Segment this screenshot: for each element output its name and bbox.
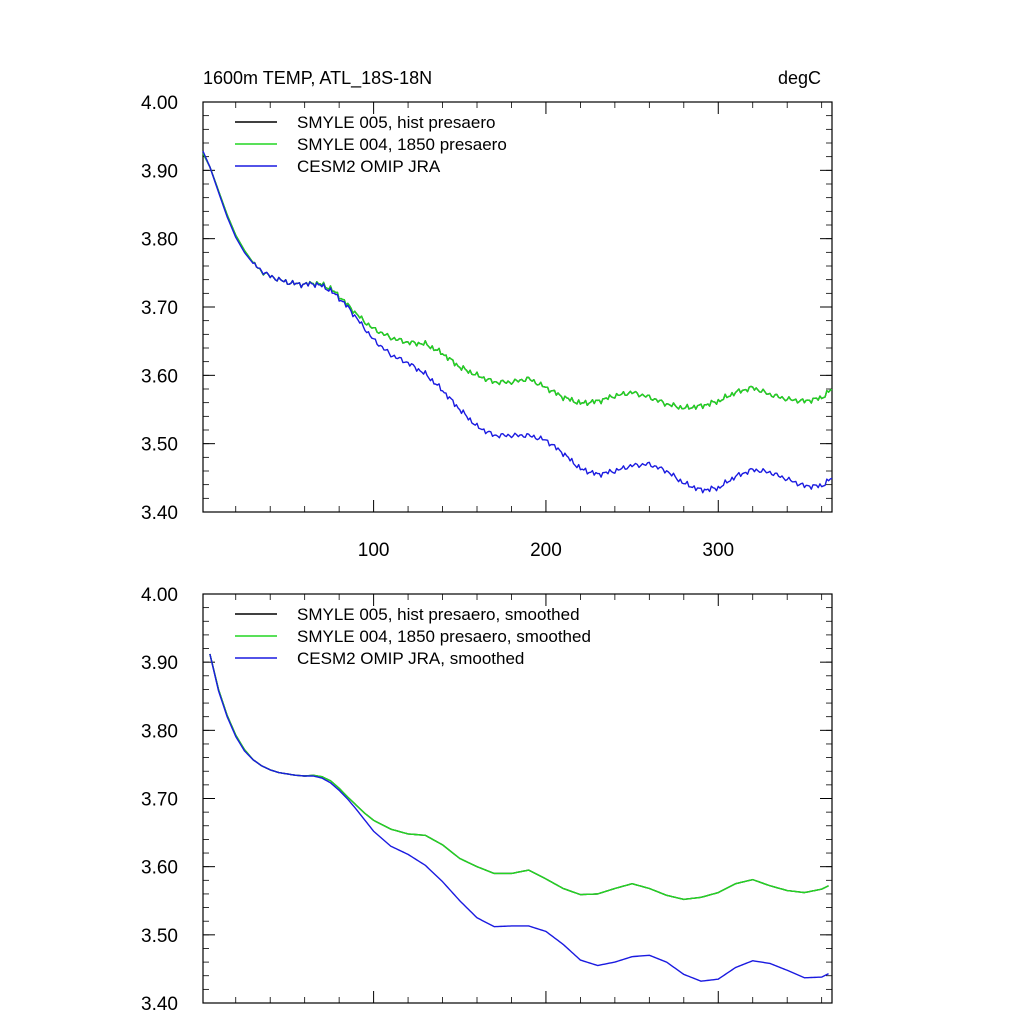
series-line-cesm2-omip-jra-smoothed (209, 653, 829, 982)
legend-label: SMYLE 005, hist presaero, smoothed (297, 605, 580, 624)
y-tick-label: 4.00 (141, 585, 178, 606)
legend-label: SMYLE 005, hist presaero (297, 113, 495, 132)
y-tick-label: 3.70 (141, 298, 178, 319)
y-tick-label: 3.80 (141, 230, 178, 251)
series-line-smyle-005-hist-presaero (202, 152, 833, 410)
x-tick-label: 100 (358, 540, 390, 561)
y-tick-label: 3.50 (141, 435, 178, 456)
bottom-panel: 4.00 3.90 3.80 3.70 3.60 3.50 3.40 SMYLE 005, h… (141, 585, 833, 1015)
x-tick-label: 300 (702, 540, 734, 561)
series-line-smyle-005-hist-presaero-smoothed (209, 653, 829, 901)
y-tick-label: 3.50 (141, 926, 178, 947)
y-tick-label: 3.40 (141, 994, 178, 1015)
legend-label: SMYLE 004, 1850 presaero (297, 135, 507, 154)
figure-title-left: 1600m TEMP, ATL_18S-18N (203, 68, 432, 89)
x-tick-label: 200 (530, 540, 562, 561)
top-panel: 4.00 3.90 3.80 3.70 3.60 3.50 3.40 100 200 300 SMY… (141, 93, 833, 561)
y-tick-label: 3.60 (141, 858, 178, 879)
y-tick-label: 4.00 (141, 93, 178, 114)
legend-label: SMYLE 004, 1850 presaero, smoothed (297, 627, 591, 646)
legend-label: CESM2 OMIP JRA, smoothed (297, 649, 524, 668)
y-tick-label: 3.40 (141, 503, 178, 524)
y-tick-label: 3.90 (141, 653, 178, 674)
y-tick-label: 3.60 (141, 366, 178, 387)
series-line-smyle-004-1850-presaero (202, 152, 833, 410)
y-tick-label: 3.80 (141, 721, 178, 742)
y-tick-label: 3.90 (141, 161, 178, 182)
figure-title-right: degC (778, 68, 821, 88)
y-tick-label: 3.70 (141, 790, 178, 811)
series-line-smyle-004-1850-presaero-smoothed (209, 653, 829, 901)
series-line-cesm2-omip-jra (202, 150, 833, 494)
legend-label: CESM2 OMIP JRA (297, 157, 441, 176)
